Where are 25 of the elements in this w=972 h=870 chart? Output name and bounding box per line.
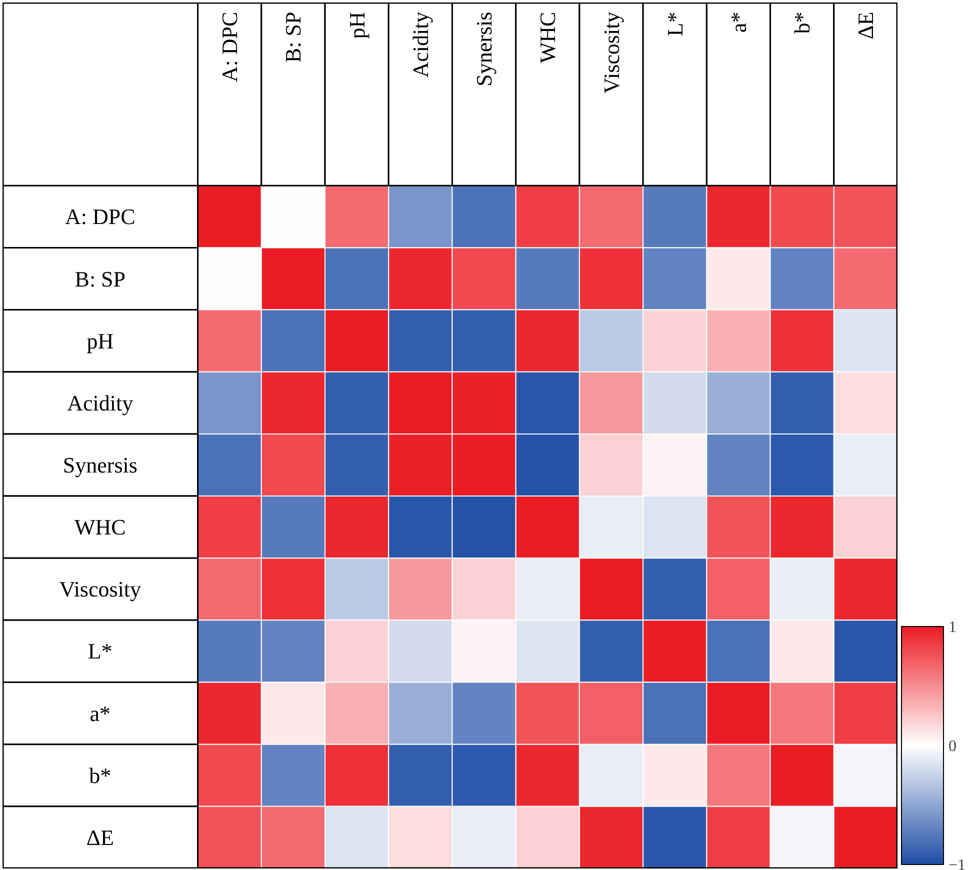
- y-tick-label: Acidity: [67, 390, 134, 416]
- x-tick-label: Synersis: [472, 12, 497, 86]
- y-tick-label: L*: [88, 638, 112, 664]
- color-bar-label: −1: [948, 857, 966, 870]
- x-tick-label: WHC: [535, 12, 560, 64]
- y-tick-label: pH: [86, 328, 114, 354]
- y-tick-label: b*: [89, 762, 112, 788]
- x-tick-label: L*: [662, 12, 688, 36]
- x-tick-label: B: SP: [280, 12, 306, 63]
- x-tick-label: b*: [790, 12, 815, 34]
- y-tick-label: a*: [90, 700, 111, 726]
- y-tick-label: B: SP: [74, 266, 126, 292]
- y-tick-label: Synersis: [62, 452, 138, 478]
- x-tick-label: a*: [726, 12, 751, 33]
- color-bar-label: 1: [948, 619, 956, 636]
- x-tick-label: Acidity: [408, 12, 433, 78]
- x-tick-label: pH: [344, 12, 370, 39]
- y-tick-label: A: DPC: [64, 204, 136, 230]
- x-tick-label: A: DPC: [217, 12, 242, 82]
- color-bar-label: 0: [948, 738, 956, 755]
- y-tick-label: ΔE: [86, 824, 114, 850]
- x-tick-label: ΔE: [853, 12, 878, 40]
- y-tick-label: WHC: [74, 514, 126, 540]
- y-tick-label: Viscosity: [59, 576, 142, 602]
- x-tick-label: Viscosity: [598, 12, 624, 94]
